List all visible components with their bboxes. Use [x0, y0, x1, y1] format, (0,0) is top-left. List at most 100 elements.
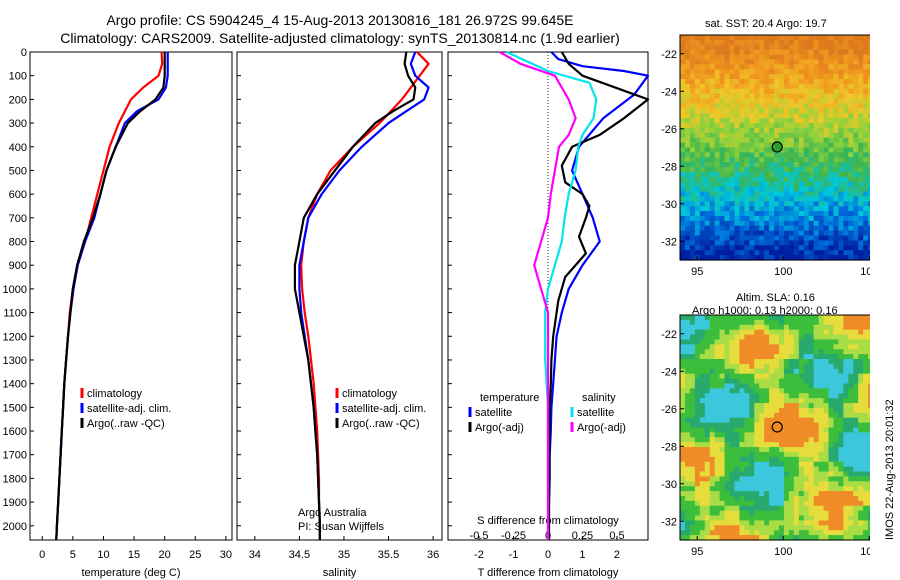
map-cell — [818, 211, 825, 217]
map-cell — [689, 437, 696, 443]
map-cell — [744, 225, 750, 232]
map-cell — [803, 515, 810, 522]
map-cell — [863, 152, 869, 158]
map-cell — [689, 530, 696, 536]
map-cell — [823, 250, 830, 256]
map-cell — [769, 162, 775, 168]
map-cell — [694, 319, 701, 326]
map-cell — [838, 113, 844, 119]
map-cell — [704, 201, 711, 207]
y-tick-label: 2000 — [3, 521, 27, 533]
map-cell — [838, 324, 844, 331]
map-cell — [714, 245, 721, 251]
map-cell — [823, 427, 830, 433]
map-cell — [724, 235, 731, 242]
map-cell — [699, 245, 706, 251]
map-cell — [868, 476, 870, 482]
map-cell — [848, 373, 854, 380]
map-cell — [783, 530, 790, 536]
map-cell — [779, 427, 785, 433]
legend-label: Argo(..raw -QC) — [342, 418, 420, 430]
map-cell — [838, 437, 844, 443]
map-cell — [774, 398, 780, 404]
map-cell — [749, 235, 755, 242]
map-cell — [694, 388, 701, 394]
map-cell — [848, 344, 854, 350]
map-cell — [749, 211, 755, 217]
map-cell — [788, 44, 795, 51]
map-cell — [858, 245, 864, 251]
map-cell — [774, 378, 780, 385]
map-cell — [704, 250, 711, 256]
map-cell — [759, 113, 765, 119]
map-cell — [714, 118, 721, 124]
map-cell — [769, 171, 775, 178]
map-cell — [833, 495, 839, 502]
map-cell — [779, 324, 785, 331]
map-cell — [714, 354, 721, 360]
map-cell — [754, 54, 760, 61]
map-cell — [774, 525, 780, 531]
map-cell — [853, 481, 859, 487]
map-cell — [680, 412, 686, 419]
map-cell — [744, 235, 750, 242]
map-cell — [813, 491, 820, 497]
map-cell — [818, 44, 825, 51]
map-cell — [863, 186, 869, 193]
map-cell — [848, 54, 854, 61]
map-cell — [699, 383, 706, 389]
map-cell — [783, 83, 790, 90]
map-cell — [793, 83, 800, 90]
map-cell — [823, 359, 830, 365]
map-cell — [833, 225, 839, 232]
map-cell — [858, 98, 864, 105]
map-cell — [729, 157, 736, 163]
map-cell — [704, 235, 711, 242]
map-cell — [774, 486, 780, 492]
map-cell — [853, 215, 859, 222]
map-cell — [833, 230, 839, 237]
map-cell — [694, 69, 701, 75]
map-cell — [818, 359, 825, 365]
map-cell — [699, 515, 706, 522]
map-cell — [769, 505, 775, 512]
map-cell — [689, 83, 696, 90]
map-cell — [739, 152, 745, 158]
map-cell — [823, 93, 830, 100]
map-cell — [719, 456, 726, 463]
map-cell — [828, 393, 835, 399]
map-cell — [759, 471, 765, 478]
map-cell — [868, 363, 870, 370]
map-cell — [749, 412, 755, 419]
map-cell — [828, 93, 835, 100]
map-cell — [838, 442, 844, 448]
map-cell — [739, 535, 745, 541]
map-cell — [709, 535, 716, 541]
map-cell — [868, 211, 870, 217]
map-cell — [724, 83, 731, 90]
map-cell — [818, 74, 825, 80]
map-cell — [724, 225, 731, 232]
map-cell — [853, 191, 859, 198]
map-cell — [798, 461, 805, 468]
map-cell — [823, 354, 830, 360]
map-cell — [694, 44, 701, 51]
map-cell — [868, 451, 870, 458]
map-y-tick-label: -24 — [661, 366, 677, 378]
map-cell — [798, 132, 805, 139]
map-cell — [843, 324, 849, 331]
map-cell — [729, 132, 736, 139]
map-cell — [833, 319, 839, 326]
map-cell — [828, 432, 835, 438]
map-cell — [783, 315, 790, 321]
map-cell — [680, 510, 686, 517]
map-cell — [848, 495, 854, 502]
map-cell — [779, 54, 785, 61]
map-cell — [823, 451, 830, 458]
map-cell — [744, 349, 750, 355]
map-cell — [848, 520, 854, 526]
map-cell — [858, 103, 864, 109]
map-cell — [774, 530, 780, 536]
map-cell — [798, 54, 805, 61]
map-cell — [779, 378, 785, 385]
